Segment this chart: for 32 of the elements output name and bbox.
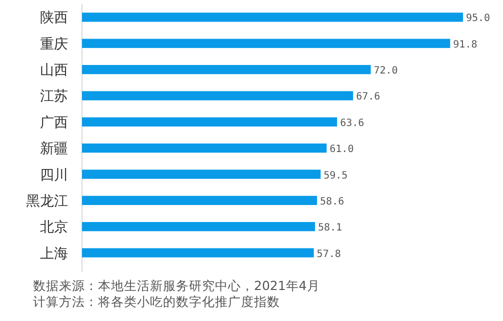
bar <box>82 196 318 206</box>
data-label: 61.0 <box>330 144 354 156</box>
bar <box>82 248 314 258</box>
bar <box>82 64 371 74</box>
bar <box>82 144 327 153</box>
source-note: 数据来源：本地生活新服务研究中心，2021年4月 <box>33 278 320 293</box>
y-tick-label: 广西 <box>40 114 68 131</box>
text: 计算方法：将各类小吃的数字化推广度指数 <box>33 294 280 309</box>
data-label: 58.1 <box>318 222 342 234</box>
data-label: 59.5 <box>324 170 348 182</box>
data-label: 91.8 <box>453 39 478 50</box>
data-label: 57.8 <box>316 248 341 260</box>
data-label: 95.0 <box>466 13 490 24</box>
y-tick-label: 四川 <box>40 167 68 184</box>
bar <box>82 91 354 100</box>
data-label: 58.6 <box>320 196 344 208</box>
y-tick-label: 北京 <box>40 220 68 236</box>
bar <box>82 170 321 179</box>
bar <box>82 12 463 22</box>
bar <box>82 38 450 48</box>
y-tick-label: 陕西 <box>40 10 68 26</box>
y-tick-label: 重庆 <box>40 36 68 52</box>
data-label: 72.0 <box>374 66 398 77</box>
y-tick-label: 新疆 <box>40 141 68 158</box>
bar <box>82 222 316 232</box>
y-tick-label: 上海 <box>40 246 68 262</box>
data-label: 63.6 <box>340 118 364 129</box>
y-tick-label: 山西 <box>40 62 68 79</box>
bar <box>82 117 338 126</box>
y-tick-label: 黑龙江 <box>26 193 68 210</box>
data-label: 67.6 <box>356 92 380 103</box>
y-tick-label: 江苏 <box>40 88 68 105</box>
